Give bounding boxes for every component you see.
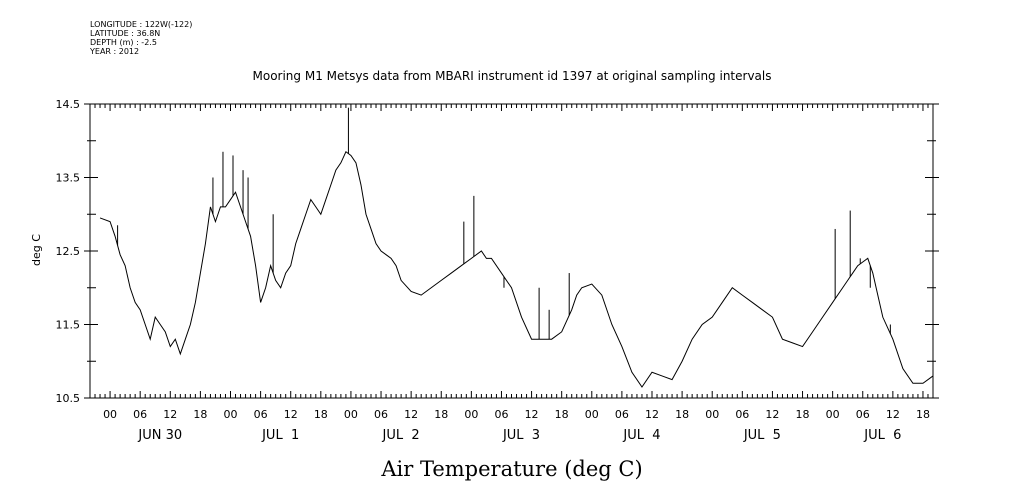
x-day-label: JUL 1 <box>261 428 299 443</box>
chart-title: Mooring M1 Metsys data from MBARI instru… <box>253 69 772 83</box>
x-tick-label: 06 <box>856 408 870 421</box>
longitude-text: LONGITUDE : 122W(-122) <box>90 20 193 29</box>
x-tick-label: 00 <box>224 408 238 421</box>
x-tick-label: 18 <box>193 408 207 421</box>
ticks: 10.5 11.5 12.5 13.5 14.5 00 06 12 18 00 06 12 18 00 06… <box>56 98 939 443</box>
x-tick-label: 06 <box>254 408 268 421</box>
x-tick-label: 00 <box>464 408 478 421</box>
x-tick-label: 06 <box>133 408 147 421</box>
latitude-text: LATITUDE : 36.8N <box>90 29 161 38</box>
year-text: YEAR : 2012 <box>90 47 140 56</box>
axes <box>89 103 934 399</box>
x-tick-label: 00 <box>585 408 599 421</box>
metadata-block: LONGITUDE : 122W(-122) LATITUDE : 36.8N … <box>90 20 192 56</box>
x-tick-label: 18 <box>796 408 810 421</box>
y-axis-label: deg C <box>30 234 43 266</box>
x-day-label: JUN 30 <box>137 428 182 443</box>
x-tick-label: 12 <box>645 408 659 421</box>
x-tick-label: 06 <box>494 408 508 421</box>
x-day-label: JUL 2 <box>382 428 420 443</box>
plot-frame <box>89 103 934 399</box>
x-tick-label: 00 <box>826 408 840 421</box>
x-day-label: JUL 6 <box>863 428 901 443</box>
x-tick-label: 00 <box>705 408 719 421</box>
x-axis-label: Air Temperature (deg C) <box>380 457 642 481</box>
x-tick-label: 00 <box>344 408 358 421</box>
depth-text: DEPTH (m) : -2.5 <box>90 38 157 47</box>
x-tick-label: 12 <box>765 408 779 421</box>
x-tick-label: 18 <box>916 408 930 421</box>
x-tick-label: 06 <box>615 408 629 421</box>
x-tick-label: 12 <box>525 408 539 421</box>
x-tick-label: 12 <box>886 408 900 421</box>
x-day-label: JUL 3 <box>502 428 540 443</box>
y-tick-label: 13.5 <box>56 172 81 185</box>
x-day-label: JUL 4 <box>622 428 660 443</box>
y-tick-label: 14.5 <box>56 98 81 111</box>
x-tick-label: 18 <box>314 408 328 421</box>
x-tick-label: 12 <box>163 408 177 421</box>
y-tick-label: 11.5 <box>56 319 81 332</box>
temperature-series-line <box>99 151 934 388</box>
x-tick-label: 12 <box>284 408 298 421</box>
x-tick-label: 18 <box>434 408 448 421</box>
x-tick-label: 12 <box>404 408 418 421</box>
x-tick-label: 18 <box>555 408 569 421</box>
y-tick-label: 12.5 <box>56 245 81 258</box>
x-tick-label: 06 <box>735 408 749 421</box>
x-day-label: JUL 5 <box>743 428 781 443</box>
x-tick-label: 00 <box>103 408 117 421</box>
x-tick-label: 18 <box>675 408 689 421</box>
y-tick-label: 10.5 <box>56 392 81 405</box>
data-series <box>99 107 934 388</box>
x-tick-label: 06 <box>374 408 388 421</box>
